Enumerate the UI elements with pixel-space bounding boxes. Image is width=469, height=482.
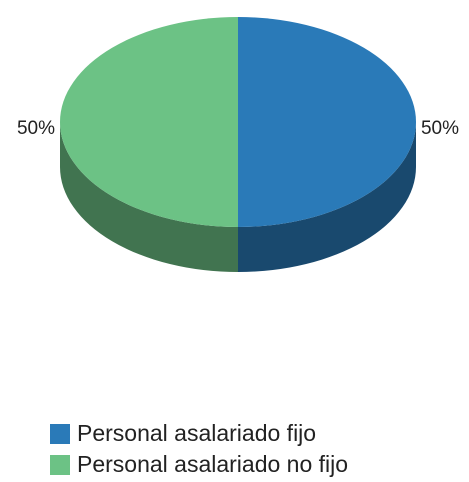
- pie-side: [238, 122, 416, 272]
- pie-side: [60, 122, 238, 272]
- data-label: 50%: [421, 118, 459, 139]
- data-label: 50%: [17, 118, 55, 139]
- legend-swatch: [50, 424, 70, 444]
- legend-swatch: [50, 455, 70, 475]
- pie-slice: [60, 17, 238, 227]
- legend-label: Personal asalariado no fijo: [77, 451, 348, 477]
- legend-label: Personal asalariado fijo: [77, 420, 316, 446]
- pie-slice: [238, 17, 416, 227]
